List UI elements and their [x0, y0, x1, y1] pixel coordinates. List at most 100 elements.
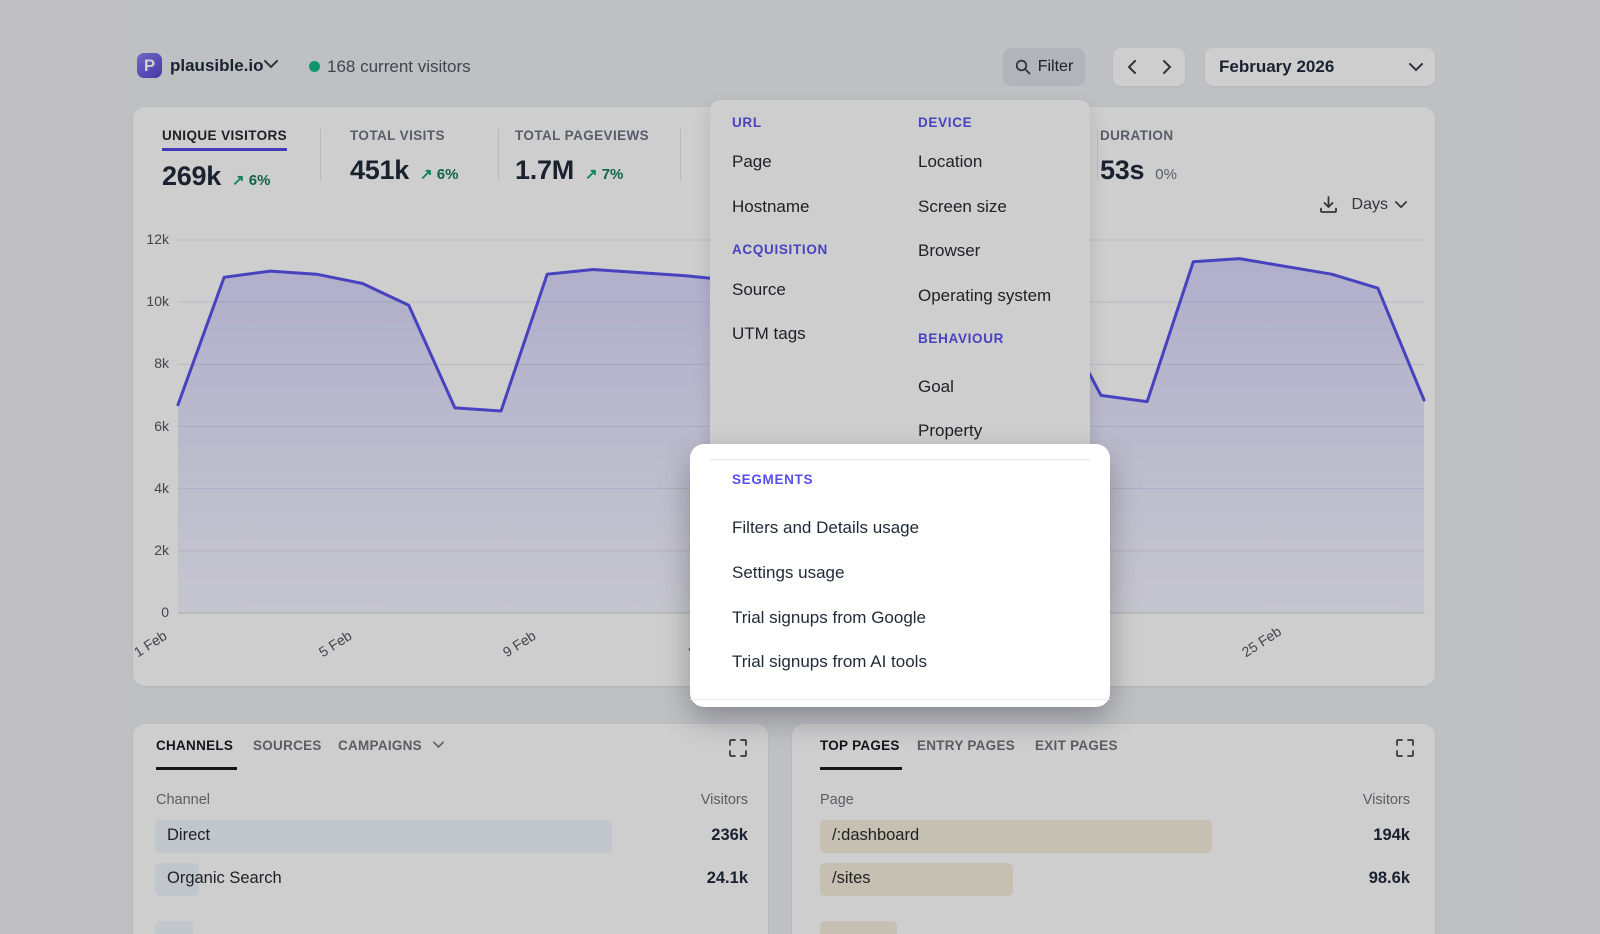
tab-top-pages[interactable]: TOP PAGES — [820, 738, 900, 753]
tab-campaigns[interactable]: CAMPAIGNS — [338, 738, 422, 753]
row-bar — [820, 820, 1213, 853]
interval-label: Days — [1351, 195, 1388, 213]
interval-control: Days — [1319, 195, 1407, 214]
filter-item-location[interactable]: Location — [918, 152, 983, 171]
filter-item-utm-tags[interactable]: UTM tags — [732, 324, 806, 343]
filter-item-hostname[interactable]: Hostname — [732, 197, 810, 216]
current-visitors[interactable]: 168 current visitors — [327, 57, 471, 76]
site-switcher-chevron-down-icon[interactable] — [264, 60, 278, 69]
chart-y-axis: 12k 10k 8k 6k 4k 2k 0 — [146, 231, 169, 620]
segment-item-trial-signups-ai-tools[interactable]: Trial signups from AI tools — [732, 652, 927, 671]
active-tab-underline — [156, 767, 237, 770]
trend-up-icon: ↗ — [420, 166, 433, 183]
segments-spotlight: SEGMENTS Filters and Details usage Setti… — [690, 444, 1110, 707]
filter-item-page[interactable]: Page — [732, 152, 772, 171]
row-value: 236k — [711, 826, 748, 844]
row-label[interactable]: Direct — [167, 826, 211, 844]
segments-section-title: SEGMENTS — [732, 472, 814, 487]
divider — [498, 129, 499, 181]
plausible-logo: P — [137, 53, 162, 78]
stat-total-visits[interactable]: TOTAL VISITS 451k ↗ 6% — [350, 128, 459, 185]
next-period-button[interactable] — [1149, 48, 1185, 86]
chevron-left-icon — [1127, 60, 1136, 74]
stat-value: 269k — [162, 161, 221, 191]
stat-label: UNIQUE VISITORS — [162, 128, 288, 151]
row-value: 194k — [1373, 826, 1410, 844]
filter-section-acquisition: ACQUISITION — [732, 242, 828, 257]
filter-item-goal[interactable]: Goal — [918, 377, 954, 396]
column-header-visitors: Visitors — [700, 792, 748, 808]
row-bar — [820, 921, 898, 934]
tab-channels[interactable]: CHANNELS — [156, 738, 234, 753]
stat-value: 53s — [1100, 155, 1145, 185]
stat-value: 1.7M — [515, 155, 574, 185]
stat-total-pageviews[interactable]: TOTAL PAGEVIEWS 1.7M ↗ 7% — [515, 128, 650, 185]
table-row[interactable]: Organic Search 24.1k — [133, 863, 768, 896]
filter-item-source[interactable]: Source — [732, 280, 786, 299]
row-label[interactable]: /sites — [832, 869, 871, 887]
filter-section-behaviour: BEHAVIOUR — [918, 331, 1005, 346]
table-row[interactable] — [133, 921, 768, 934]
prev-period-button[interactable] — [1113, 48, 1149, 86]
table-row[interactable]: /sites 98.6k — [792, 863, 1435, 896]
search-icon — [1015, 59, 1031, 75]
expand-icon[interactable] — [1396, 739, 1414, 757]
segment-item-filters-details-usage[interactable]: Filters and Details usage — [732, 518, 920, 537]
stat-unique-visitors[interactable]: UNIQUE VISITORS 269k ↗ 6% — [162, 128, 288, 191]
row-value: 98.6k — [1368, 869, 1410, 887]
channels-card: CHANNELS SOURCES CAMPAIGNS Channel Visit… — [133, 724, 768, 934]
filter-section-url: URL — [732, 115, 762, 130]
divider — [690, 699, 1110, 700]
date-chevron-down-icon — [1409, 62, 1423, 72]
row-label[interactable]: Organic Search — [167, 869, 282, 887]
row-value: 24.1k — [706, 869, 748, 887]
tab-exit-pages[interactable]: EXIT PAGES — [1035, 738, 1118, 753]
active-tab-underline — [820, 767, 902, 770]
filter-item-screen-size[interactable]: Screen size — [918, 197, 1007, 216]
divider — [1097, 129, 1098, 181]
filter-item-property[interactable]: Property — [918, 421, 983, 440]
row-bar — [820, 863, 1013, 896]
divider — [680, 129, 681, 181]
segment-item-trial-signups-google[interactable]: Trial signups from Google — [732, 608, 927, 627]
column-header-visitors: Visitors — [1362, 792, 1410, 808]
divider — [710, 459, 1090, 460]
interval-dropdown[interactable]: Days — [1352, 196, 1407, 214]
tab-entry-pages[interactable]: ENTRY PAGES — [917, 738, 1015, 753]
tab-sources[interactable]: SOURCES — [253, 738, 322, 753]
filter-item-browser[interactable]: Browser — [918, 241, 981, 260]
row-label[interactable]: /:dashboard — [832, 826, 920, 844]
site-name[interactable]: plausible.io — [170, 56, 264, 75]
live-dot — [309, 61, 320, 72]
expand-icon[interactable] — [729, 739, 747, 757]
period-nav — [1113, 48, 1185, 86]
stat-label: DURATION — [1100, 128, 1174, 143]
column-header-page: Page — [820, 792, 854, 808]
column-header-channel: Channel — [156, 792, 211, 808]
date-range-picker[interactable]: February 2026 — [1205, 48, 1435, 86]
stat-visit-duration[interactable]: DURATION 53s 0% — [1100, 128, 1177, 185]
table-row[interactable]: /:dashboard 194k — [792, 820, 1435, 853]
segment-item-settings-usage[interactable]: Settings usage — [732, 563, 845, 582]
download-icon[interactable] — [1319, 195, 1338, 214]
row-bar — [155, 820, 613, 853]
filter-item-operating-system[interactable]: Operating system — [918, 286, 1052, 305]
date-range-label: February 2026 — [1219, 57, 1335, 76]
filter-button-label: Filter — [1037, 58, 1074, 75]
chevron-right-icon — [1162, 60, 1171, 74]
pages-card: TOP PAGES ENTRY PAGES EXIT PAGES Page Vi… — [792, 724, 1435, 934]
filter-section-device: DEVICE — [918, 115, 973, 130]
stat-label: TOTAL PAGEVIEWS — [515, 128, 650, 143]
campaigns-chevron-down-icon — [433, 741, 444, 749]
table-row[interactable]: Direct 236k — [133, 820, 768, 853]
filter-button[interactable]: Filter — [1003, 48, 1085, 86]
stat-value: 451k — [350, 155, 409, 185]
stat-label: TOTAL VISITS — [350, 128, 445, 143]
table-row[interactable] — [792, 921, 1435, 934]
trend-up-icon: ↗ — [232, 172, 245, 189]
trend-up-icon: ↗ — [584, 166, 598, 183]
interval-chevron-down-icon — [1395, 200, 1407, 208]
row-bar — [155, 921, 194, 934]
row-bar — [155, 863, 200, 896]
